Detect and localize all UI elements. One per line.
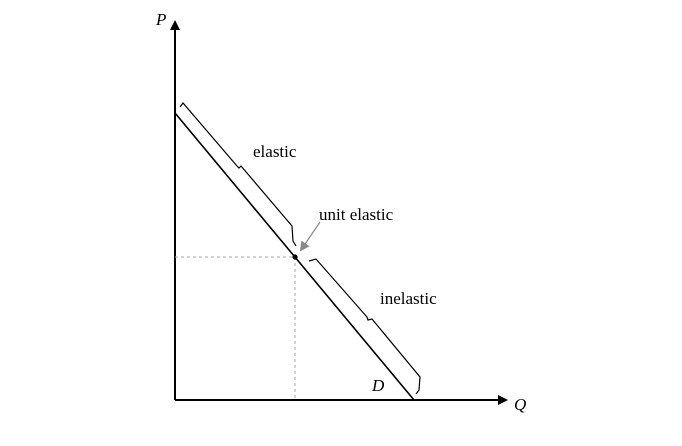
unit-elastic-arrow <box>301 222 320 250</box>
inelastic-brace <box>309 259 420 394</box>
demand-curve-label: D <box>371 376 385 395</box>
unit-elastic-point <box>292 254 297 259</box>
y-axis-label: P <box>155 10 166 29</box>
elastic-brace <box>180 103 296 246</box>
unit-elastic-label: unit elastic <box>319 205 394 224</box>
inelastic-label: inelastic <box>380 289 437 308</box>
elastic-label: elastic <box>253 142 297 161</box>
x-axis-label: Q <box>514 395 526 414</box>
